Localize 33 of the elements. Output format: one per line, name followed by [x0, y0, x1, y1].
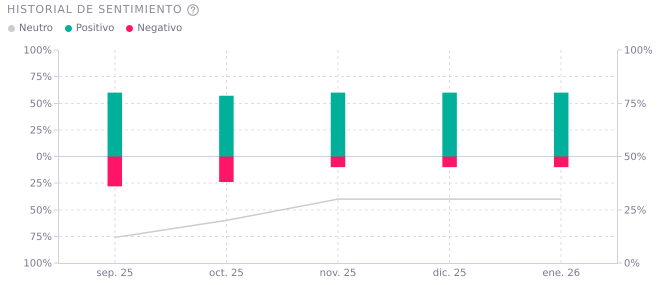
y2-tick-label: 0% [624, 258, 640, 270]
y2-tick-label: 100% [624, 46, 653, 56]
y-tick-label: 75% [30, 232, 52, 243]
bar [442, 92, 457, 156]
y2-tick-label: 25% [624, 205, 646, 216]
bar [330, 92, 346, 156]
chart-title: HISTORIAL DE SENTIMIENTO [7, 3, 182, 16]
legend-label: Negativo [137, 23, 182, 34]
x-tick-label: oct. 25 [209, 268, 244, 279]
y-tick-label: 50% [30, 205, 52, 216]
y-tick-label: 100% [23, 258, 52, 270]
bar [108, 92, 122, 156]
y-tick-label: 0% [36, 152, 52, 163]
bar [219, 156, 234, 182]
x-tick-label: sep. 25 [96, 268, 134, 279]
bar [554, 156, 568, 168]
y-tick-label: 75% [30, 72, 52, 84]
bar [330, 156, 346, 168]
y-tick-label: 100% [23, 46, 52, 56]
bar [219, 96, 234, 156]
bar [108, 156, 122, 186]
y2-tick-label: 50% [624, 152, 646, 163]
y2-tick-label: 75% [624, 98, 646, 110]
bar [554, 92, 568, 156]
legend-label: Positivo [76, 23, 114, 34]
y-tick-label: 25% [30, 125, 52, 136]
y-tick-label: 25% [30, 178, 52, 190]
y-tick-label: 50% [30, 98, 52, 110]
x-tick-label: nov. 25 [320, 268, 356, 279]
bar [442, 156, 457, 168]
x-tick-label: ene. 26 [542, 268, 580, 279]
x-tick-label: dic. 25 [432, 268, 466, 279]
legend-label: Neutro [19, 23, 53, 34]
